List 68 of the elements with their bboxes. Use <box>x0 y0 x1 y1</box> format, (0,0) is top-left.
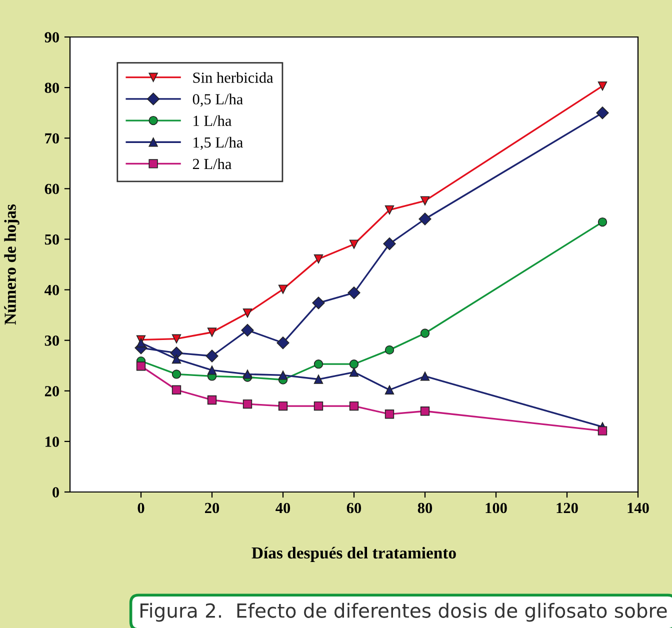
point <box>172 354 182 364</box>
point <box>598 81 608 91</box>
y-tick-label: 20 <box>44 386 59 396</box>
legend-label: 1 L/ha <box>194 115 232 126</box>
point <box>349 360 359 369</box>
point <box>207 366 217 375</box>
point <box>276 336 290 350</box>
x-tick-label: 40 <box>276 502 290 514</box>
point <box>242 370 252 379</box>
point <box>420 372 430 381</box>
point <box>172 370 182 379</box>
x-tick-label: 140 <box>628 502 649 514</box>
y-axis-title: Número de hojas <box>4 204 20 325</box>
y-tick-label: 40 <box>44 284 59 296</box>
x-tick-label: 0 <box>138 502 144 514</box>
point <box>207 328 217 337</box>
y-tick-label: 60 <box>44 184 59 194</box>
y-tick-label: 50 <box>44 234 59 245</box>
point <box>136 338 146 348</box>
point <box>278 284 288 294</box>
point <box>384 205 394 214</box>
y-tick-label: 0 <box>52 487 59 498</box>
point <box>598 217 608 227</box>
y-tick-label: 10 <box>46 436 59 447</box>
point <box>384 345 394 355</box>
x-tick-label: 20 <box>205 502 220 514</box>
point <box>420 328 430 338</box>
point <box>206 350 218 362</box>
y-tick-label: 80 <box>44 82 59 94</box>
point <box>349 368 359 377</box>
point <box>314 374 324 384</box>
point <box>348 286 360 300</box>
point <box>241 324 254 337</box>
point <box>278 401 288 411</box>
y-tick-label: 30 <box>44 335 59 346</box>
point <box>598 426 608 436</box>
text: Figura 2. Efecto de diferentes dosis de glifosato sobre <box>140 602 667 622</box>
x-tick-label: 120 <box>556 502 578 514</box>
point <box>384 385 394 394</box>
point <box>207 395 217 405</box>
point <box>314 360 324 369</box>
point <box>596 106 609 120</box>
point <box>383 237 396 250</box>
x-axis-title: Días después del tratamiento <box>252 546 456 562</box>
point <box>349 401 359 411</box>
point <box>349 240 359 249</box>
point <box>314 401 324 411</box>
point <box>420 406 430 416</box>
point <box>136 362 146 371</box>
legend-label: Sin herbicida <box>193 72 274 83</box>
x-tick-label: 80 <box>418 502 432 514</box>
point <box>242 399 252 409</box>
x-tick-label: 100 <box>486 502 507 514</box>
point <box>172 385 182 394</box>
point <box>314 254 324 264</box>
y-tick-label: 90 <box>44 32 59 42</box>
point <box>384 410 394 419</box>
point <box>420 196 430 206</box>
x-tick-label: 60 <box>346 502 362 514</box>
y-tick-label: 70 <box>45 133 59 144</box>
legend-label: 2 L/ha <box>192 158 232 170</box>
legend-label: 1,5 L/ha <box>194 136 243 150</box>
point <box>278 370 288 380</box>
point <box>312 296 325 310</box>
point <box>418 212 432 226</box>
point <box>172 334 182 344</box>
legend-label: 0,5 L/ha <box>192 94 243 107</box>
point <box>242 308 252 318</box>
